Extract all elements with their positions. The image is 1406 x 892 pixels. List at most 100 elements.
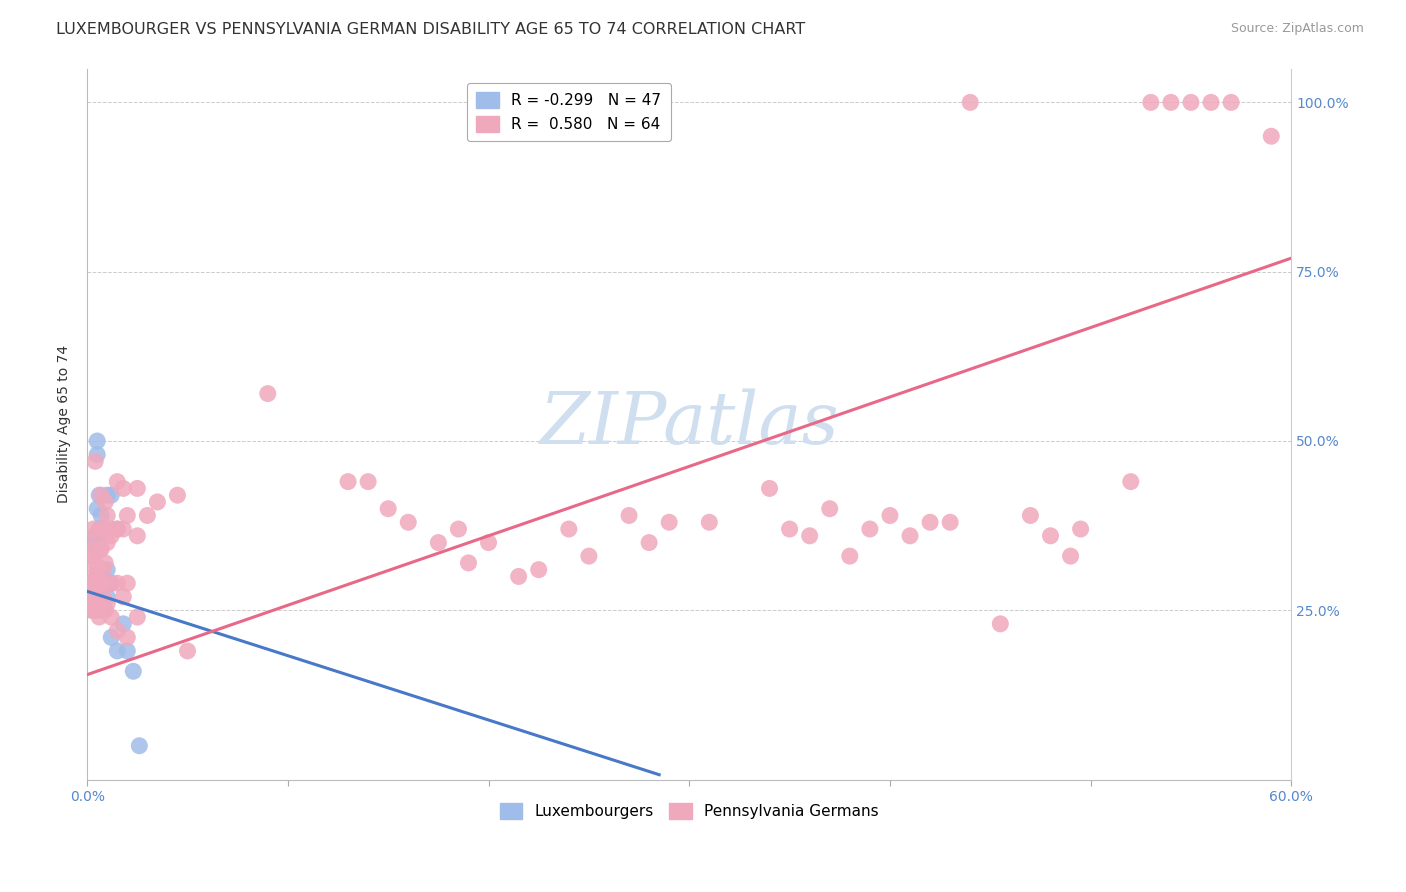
Point bbox=[84, 535, 107, 549]
Point bbox=[377, 501, 399, 516]
Point bbox=[89, 488, 111, 502]
Point bbox=[94, 603, 117, 617]
Point bbox=[77, 590, 100, 604]
Point bbox=[91, 590, 114, 604]
Point bbox=[89, 535, 111, 549]
Point bbox=[77, 576, 100, 591]
Point bbox=[89, 610, 111, 624]
Point bbox=[1199, 95, 1222, 110]
Point bbox=[90, 522, 112, 536]
Point bbox=[96, 508, 118, 523]
Legend: Luxembourgers, Pennsylvania Germans: Luxembourgers, Pennsylvania Germans bbox=[494, 797, 884, 825]
Point bbox=[779, 522, 801, 536]
Point bbox=[100, 576, 122, 591]
Point bbox=[77, 590, 100, 604]
Point bbox=[80, 582, 103, 597]
Point bbox=[105, 576, 128, 591]
Point bbox=[91, 563, 114, 577]
Point bbox=[112, 522, 135, 536]
Point bbox=[89, 597, 111, 611]
Point bbox=[112, 590, 135, 604]
Point bbox=[879, 508, 901, 523]
Point bbox=[1119, 475, 1142, 489]
Point bbox=[89, 542, 111, 557]
Point bbox=[86, 597, 108, 611]
Point bbox=[176, 644, 198, 658]
Point bbox=[84, 529, 107, 543]
Point bbox=[127, 529, 149, 543]
Point bbox=[1039, 529, 1062, 543]
Point bbox=[94, 556, 117, 570]
Point bbox=[86, 563, 108, 577]
Point bbox=[90, 508, 112, 523]
Point bbox=[82, 542, 104, 557]
Point bbox=[146, 495, 169, 509]
Point bbox=[112, 482, 135, 496]
Point bbox=[80, 582, 103, 597]
Point bbox=[357, 475, 380, 489]
Point bbox=[82, 582, 104, 597]
Point bbox=[100, 522, 122, 536]
Point bbox=[105, 522, 128, 536]
Point bbox=[100, 610, 122, 624]
Point bbox=[578, 549, 600, 563]
Point bbox=[96, 535, 118, 549]
Point bbox=[86, 597, 108, 611]
Point bbox=[94, 495, 117, 509]
Point bbox=[80, 597, 103, 611]
Point bbox=[558, 522, 581, 536]
Point bbox=[477, 535, 499, 549]
Point bbox=[84, 529, 107, 543]
Point bbox=[84, 590, 107, 604]
Text: LUXEMBOURGER VS PENNSYLVANIA GERMAN DISABILITY AGE 65 TO 74 CORRELATION CHART: LUXEMBOURGER VS PENNSYLVANIA GERMAN DISA… bbox=[56, 22, 806, 37]
Point bbox=[838, 549, 860, 563]
Point bbox=[105, 644, 128, 658]
Point bbox=[127, 482, 149, 496]
Text: Source: ZipAtlas.com: Source: ZipAtlas.com bbox=[1230, 22, 1364, 36]
Point bbox=[117, 576, 139, 591]
Point bbox=[80, 569, 103, 583]
Point bbox=[1160, 95, 1182, 110]
Point bbox=[82, 590, 104, 604]
Point bbox=[337, 475, 360, 489]
Point bbox=[1260, 129, 1282, 144]
Point bbox=[89, 576, 111, 591]
Point bbox=[77, 590, 100, 604]
Point bbox=[89, 522, 111, 536]
Point bbox=[82, 603, 104, 617]
Point bbox=[86, 448, 108, 462]
Point bbox=[82, 576, 104, 591]
Point bbox=[758, 482, 780, 496]
Point bbox=[80, 590, 103, 604]
Point bbox=[100, 488, 122, 502]
Point bbox=[86, 576, 108, 591]
Point bbox=[96, 590, 118, 604]
Point bbox=[117, 508, 139, 523]
Point bbox=[91, 603, 114, 617]
Point bbox=[1059, 549, 1081, 563]
Point bbox=[427, 535, 450, 549]
Point bbox=[90, 597, 112, 611]
Point bbox=[82, 522, 104, 536]
Point bbox=[396, 515, 419, 529]
Point bbox=[166, 488, 188, 502]
Point bbox=[77, 590, 100, 604]
Point bbox=[100, 529, 122, 543]
Point bbox=[90, 590, 112, 604]
Point bbox=[84, 603, 107, 617]
Point bbox=[80, 582, 103, 597]
Text: ZIPatlas: ZIPatlas bbox=[540, 389, 839, 459]
Point bbox=[90, 522, 112, 536]
Point bbox=[1070, 522, 1092, 536]
Point bbox=[96, 563, 118, 577]
Point bbox=[1220, 95, 1243, 110]
Point bbox=[697, 515, 720, 529]
Point bbox=[105, 624, 128, 638]
Point bbox=[617, 508, 640, 523]
Point bbox=[112, 616, 135, 631]
Point bbox=[80, 590, 103, 604]
Point bbox=[1019, 508, 1042, 523]
Point bbox=[86, 501, 108, 516]
Point bbox=[90, 582, 112, 597]
Point bbox=[658, 515, 681, 529]
